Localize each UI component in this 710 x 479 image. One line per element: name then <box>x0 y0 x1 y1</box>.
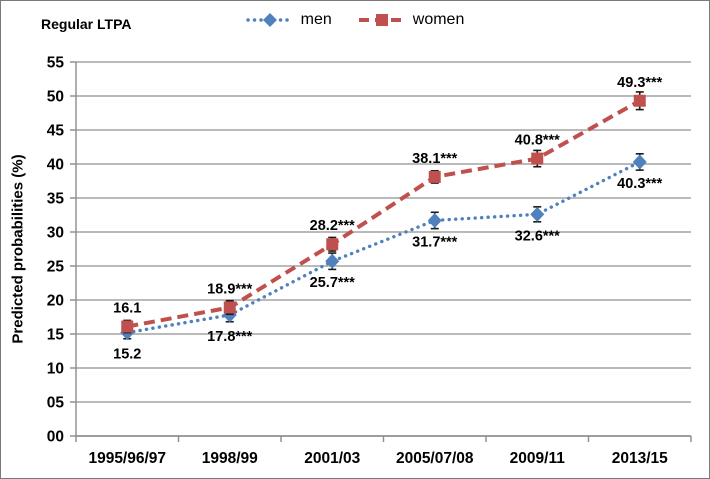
y-tick-labels: 00 05 10 15 20 25 30 35 40 45 50 55 <box>47 55 65 446</box>
y-tick-label: 35 <box>47 191 65 208</box>
y-tick-label: 25 <box>47 259 65 276</box>
x-tick-label: 2005/07/08 <box>396 450 474 467</box>
legend-item-men: men <box>245 11 332 29</box>
data-point-label: 40.3*** <box>617 176 663 192</box>
y-tick-label: 15 <box>47 327 65 344</box>
data-point-label: 40.8*** <box>515 133 561 149</box>
gridlines <box>76 61 691 437</box>
legend: men women <box>1 11 709 29</box>
data-point-marker <box>531 152 544 165</box>
data-point-marker <box>428 170 441 183</box>
chart-title: Regular LTPA <box>41 16 132 32</box>
data-point-label: 28.2*** <box>310 218 356 234</box>
data-point-marker <box>223 301 236 314</box>
series-men: 15.2 17.8*** 25.7*** 31.7*** 32.6*** 40.3*** <box>113 153 663 363</box>
y-tick-label: 30 <box>47 225 64 242</box>
women-line-sample-icon <box>358 14 405 26</box>
y-tick-label: 50 <box>47 89 64 106</box>
y-tick-label: 40 <box>47 157 64 174</box>
y-tick-label: 05 <box>47 395 65 412</box>
legend-item-women: women <box>358 11 465 29</box>
data-point-marker <box>121 320 134 333</box>
data-point-label: 38.1*** <box>412 151 458 167</box>
data-point-label: 18.9*** <box>207 281 253 297</box>
data-point-label: 49.3*** <box>617 75 663 91</box>
series-women: 16.1 18.9*** 28.2*** 38.1*** 40.8*** 49.3*** <box>113 75 663 334</box>
data-point-marker <box>632 154 647 170</box>
data-point-marker <box>633 94 646 107</box>
y-tick-label: 20 <box>47 293 64 310</box>
x-tick-label: 1995/96/97 <box>88 450 166 467</box>
data-point-label: 31.7*** <box>412 234 458 250</box>
data-point-label: 15.2 <box>113 347 141 363</box>
data-point-label: 17.8*** <box>207 329 253 345</box>
data-point-label: 32.6*** <box>515 228 561 244</box>
y-tick-label: 10 <box>47 361 64 378</box>
data-point-marker <box>427 212 442 228</box>
series-line <box>126 99 641 329</box>
data-point-marker <box>325 253 340 269</box>
data-point-label: 16.1 <box>113 301 141 317</box>
y-tick-label: 45 <box>47 123 65 140</box>
x-tick-label: 1998/99 <box>202 450 258 467</box>
data-point-marker <box>530 206 545 222</box>
men-line-sample-icon <box>245 13 294 27</box>
x-tick-label: 2001/03 <box>304 450 360 467</box>
legend-label-women: women <box>412 11 465 28</box>
x-tick-label: 2009/11 <box>510 450 566 467</box>
legend-label-men: men <box>300 11 332 28</box>
data-point-label: 25.7*** <box>310 275 356 291</box>
x-tick-labels: 1995/96/97 1998/99 2001/03 2005/07/08 2009/1… <box>88 450 668 467</box>
y-tick-label: 55 <box>47 55 65 72</box>
x-tick-label: 2013/15 <box>612 450 668 467</box>
series-line <box>125 160 642 335</box>
data-point-marker <box>326 238 339 251</box>
y-tick-label: 00 <box>47 429 64 446</box>
axes <box>70 61 692 442</box>
